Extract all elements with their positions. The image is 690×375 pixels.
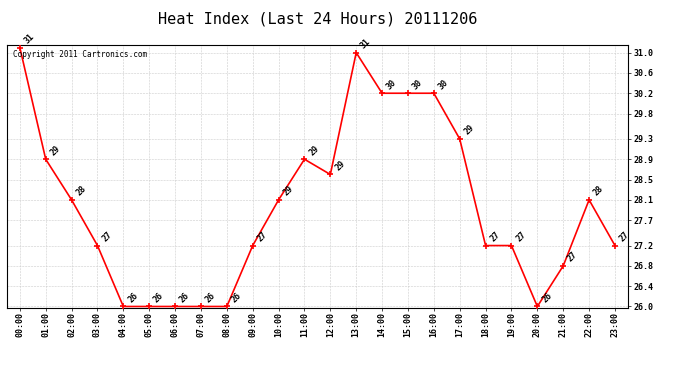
Text: 27: 27: [255, 230, 269, 243]
Text: 30: 30: [437, 78, 450, 91]
Text: 28: 28: [75, 184, 88, 198]
Text: 26: 26: [204, 291, 217, 304]
Text: Copyright 2011 Cartronics.com: Copyright 2011 Cartronics.com: [13, 50, 147, 59]
Text: 29: 29: [333, 159, 346, 172]
Text: 26: 26: [152, 291, 166, 304]
Text: 29: 29: [48, 144, 62, 157]
Text: 31: 31: [359, 37, 373, 51]
Text: 26: 26: [126, 291, 139, 304]
Text: 29: 29: [282, 184, 295, 198]
Text: 29: 29: [462, 123, 476, 137]
Text: 26: 26: [230, 291, 243, 304]
Text: 27: 27: [100, 230, 114, 243]
Text: 30: 30: [385, 78, 398, 91]
Text: 29: 29: [307, 144, 321, 157]
Text: Heat Index (Last 24 Hours) 20111206: Heat Index (Last 24 Hours) 20111206: [158, 11, 477, 26]
Text: 30: 30: [411, 78, 424, 91]
Text: 27: 27: [618, 230, 631, 243]
Text: 26: 26: [178, 291, 191, 304]
Text: 27: 27: [566, 250, 580, 264]
Text: 31: 31: [23, 32, 36, 45]
Text: 27: 27: [489, 230, 502, 243]
Text: 28: 28: [592, 184, 605, 198]
Text: 27: 27: [514, 230, 528, 243]
Text: 26: 26: [540, 291, 553, 304]
